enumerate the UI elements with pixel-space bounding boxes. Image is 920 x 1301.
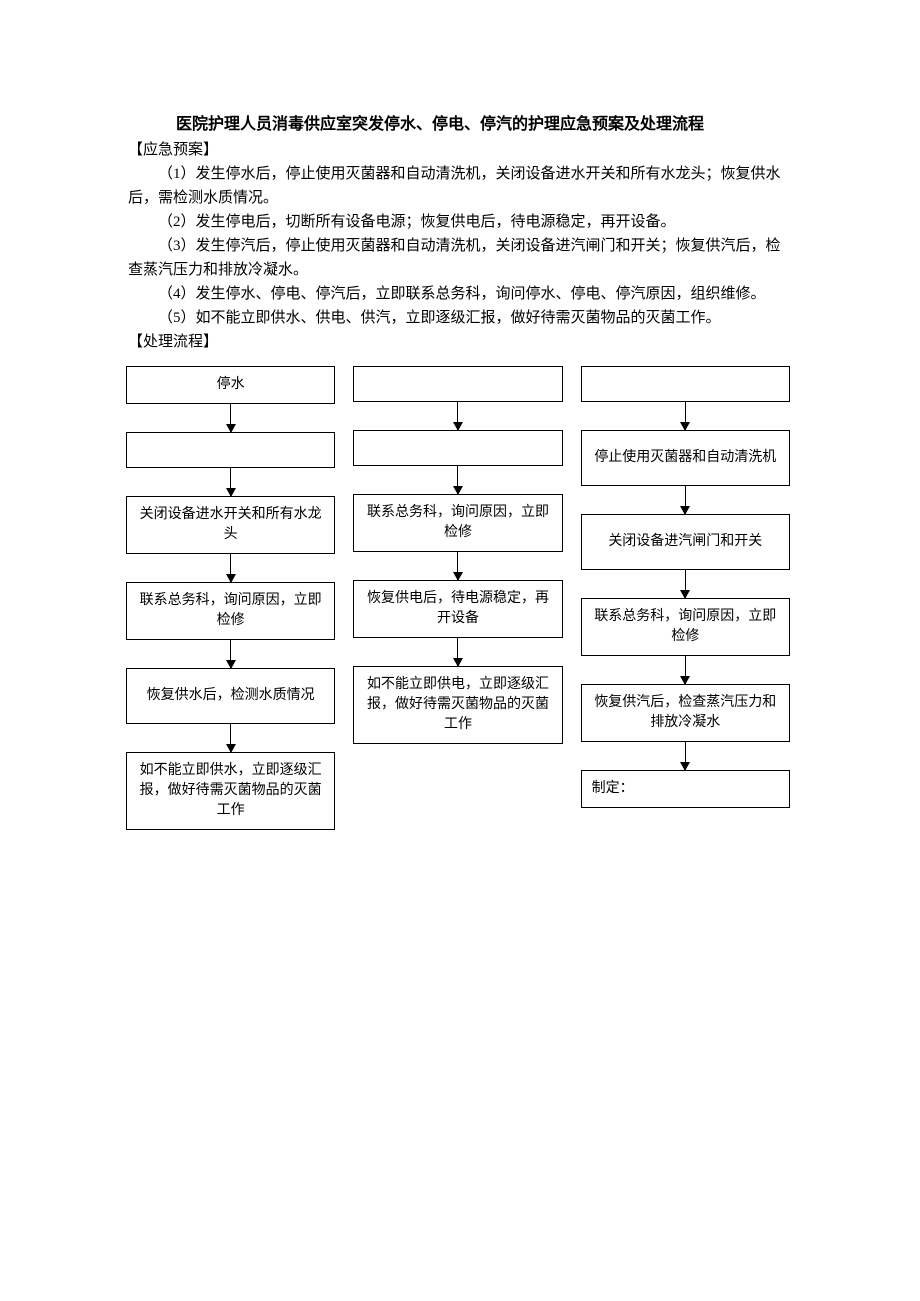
flow-arrow (230, 404, 231, 432)
flow-column-1: 联系总务科，询问原因，立即检修恢复供电后，待电源稳定，再开设备如不能立即供电，立… (353, 366, 562, 830)
flow-arrow (457, 552, 458, 580)
flow-column-0: 停水关闭设备进水开关和所有水龙头联系总务科，询问原因，立即检修恢复供水后，检测水… (126, 366, 335, 830)
flow-arrow (685, 742, 686, 770)
paragraph-1: （1）发生停水后，停止使用灭菌器和自动清洗机，关闭设备进水开关和所有水龙头；恢复… (90, 162, 790, 210)
flow-node (126, 432, 335, 468)
flow-arrow (457, 402, 458, 430)
flow-node: 恢复供汽后，检查蒸汽压力和排放冷凝水 (581, 684, 790, 742)
flowchart: 停水关闭设备进水开关和所有水龙头联系总务科，询问原因，立即检修恢复供水后，检测水… (126, 366, 790, 830)
flow-arrow (230, 724, 231, 752)
flow-node: 恢复供电后，待电源稳定，再开设备 (353, 580, 562, 638)
flow-node: 关闭设备进汽闸门和开关 (581, 514, 790, 570)
paragraph-2: （2）发生停电后，切断所有设备电源；恢复供电后，待电源稳定，再开设备。 (90, 210, 790, 234)
flow-arrow (230, 640, 231, 668)
flow-node: 联系总务科，询问原因，立即检修 (353, 494, 562, 552)
flow-arrow (685, 656, 686, 684)
flow-node: 恢复供水后，检测水质情况 (126, 668, 335, 724)
flow-node (353, 430, 562, 466)
flow-column-2: 停止使用灭菌器和自动清洗机关闭设备进汽闸门和开关联系总务科，询问原因，立即检修恢… (581, 366, 790, 830)
flow-node (353, 366, 562, 402)
flow-arrow (457, 466, 458, 494)
flow-node: 如不能立即供电，立即逐级汇报，做好待需灭菌物品的灭菌工作 (353, 666, 562, 744)
paragraph-4: （4）发生停水、停电、停汽后，立即联系总务科，询问停水、停电、停汽原因，组织维修… (90, 282, 790, 306)
flow-node: 联系总务科，询问原因，立即检修 (581, 598, 790, 656)
paragraph-5: （5）如不能立即供水、供电、供汽，立即逐级汇报，做好待需灭菌物品的灭菌工作。 (90, 306, 790, 330)
flow-node: 停止使用灭菌器和自动清洗机 (581, 430, 790, 486)
doc-title: 医院护理人员消毒供应室突发停水、停电、停汽的护理应急预案及处理流程 (90, 110, 790, 134)
flow-node: 如不能立即供水，立即逐级汇报，做好待需灭菌物品的灭菌工作 (126, 752, 335, 830)
label-flow: 【处理流程】 (90, 330, 790, 354)
flow-arrow (457, 638, 458, 666)
flow-node: 停水 (126, 366, 335, 404)
label-plan: 【应急预案】 (90, 138, 790, 162)
paragraph-3: （3）发生停汽后，停止使用灭菌器和自动清洗机，关闭设备进汽闸门和开关；恢复供汽后… (90, 234, 790, 282)
flow-arrow (685, 570, 686, 598)
flow-node: 制定： (581, 770, 790, 808)
flow-arrow (685, 486, 686, 514)
flow-arrow (230, 468, 231, 496)
flow-arrow (685, 402, 686, 430)
flow-node (581, 366, 790, 402)
flow-node: 关闭设备进水开关和所有水龙头 (126, 496, 335, 554)
flow-arrow (230, 554, 231, 582)
flow-node: 联系总务科，询问原因，立即检修 (126, 582, 335, 640)
